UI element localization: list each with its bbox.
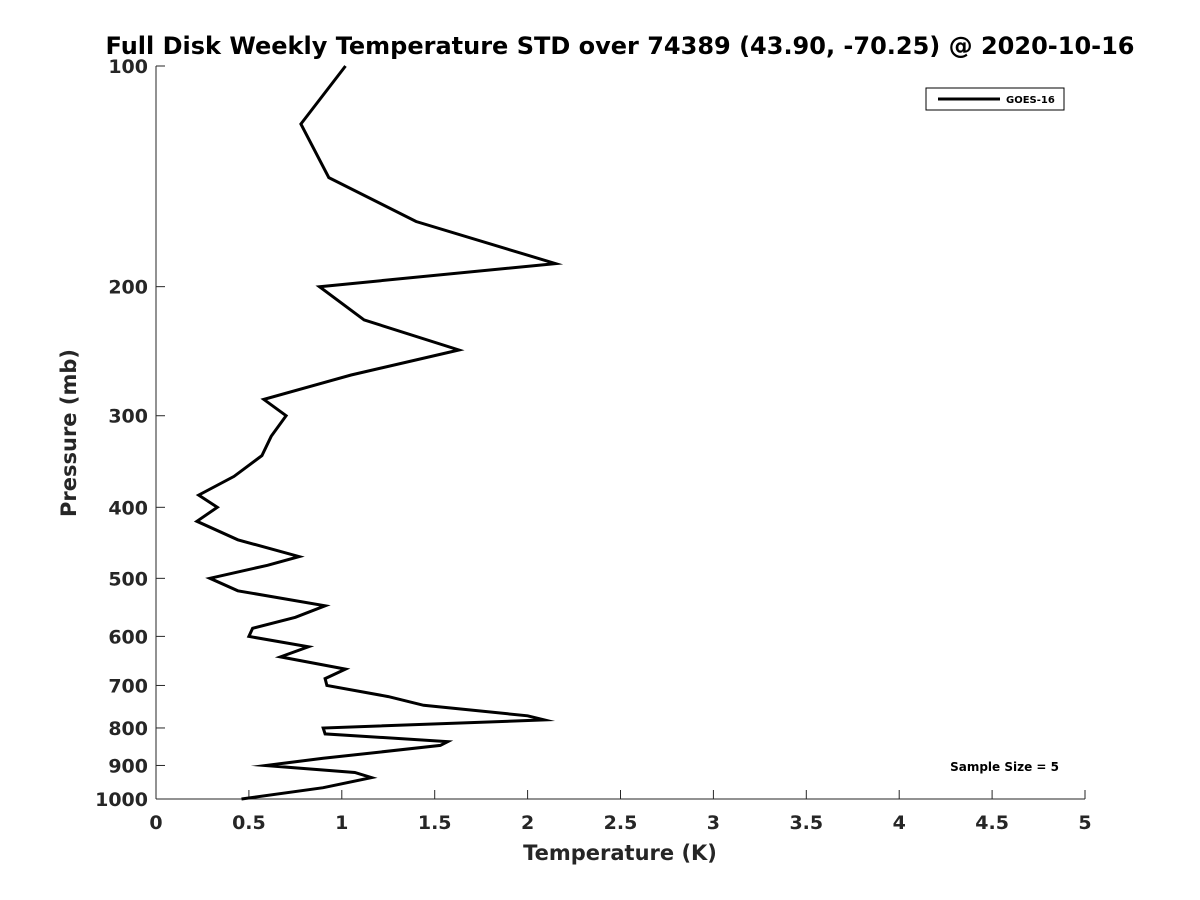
x-tick-label: 0.5 <box>232 812 266 834</box>
series-layer <box>193 65 564 801</box>
x-tick-label: 0 <box>149 812 162 834</box>
x-tick-label: 1.5 <box>418 812 452 834</box>
x-tick-label: 3.5 <box>789 812 823 834</box>
series-line-goes-16 <box>193 65 564 801</box>
y-axis-label: Pressure (mb) <box>57 349 81 517</box>
y-tick-label: 900 <box>108 755 148 777</box>
x-tick-label: 4 <box>893 812 906 834</box>
x-axis-label: Temperature (K) <box>523 841 717 865</box>
y-tick-label: 200 <box>108 277 148 299</box>
chart-title: Full Disk Weekly Temperature STD over 74… <box>106 32 1135 60</box>
y-tick-label: 1000 <box>95 789 148 811</box>
x-tick-label: 2.5 <box>604 812 638 834</box>
y-tick-label: 800 <box>108 718 148 740</box>
x-tick-label: 2 <box>521 812 534 834</box>
y-tick-label: 500 <box>108 568 148 590</box>
x-tick-label: 5 <box>1078 812 1091 834</box>
y-tick-label: 100 <box>108 56 148 78</box>
x-tick-label: 1 <box>335 812 348 834</box>
x-tick-label: 3 <box>707 812 720 834</box>
plot-area <box>156 66 1085 799</box>
y-tick-label: 600 <box>108 626 148 648</box>
y-tick-label: 400 <box>108 497 148 519</box>
y-tick-label: 300 <box>108 406 148 428</box>
x-tick-label: 4.5 <box>975 812 1009 834</box>
axes: 0 0.5 1 1.5 2 2.5 3 3.5 4 4.5 5 100 200 300 400 500 600 7… <box>95 56 1092 834</box>
legend: GOES-16 <box>925 87 1065 111</box>
sample-size-annotation: Sample Size = 5 <box>950 760 1059 774</box>
legend-label-goes-16: GOES-16 <box>1006 95 1055 106</box>
y-tick-label: 700 <box>108 675 148 697</box>
